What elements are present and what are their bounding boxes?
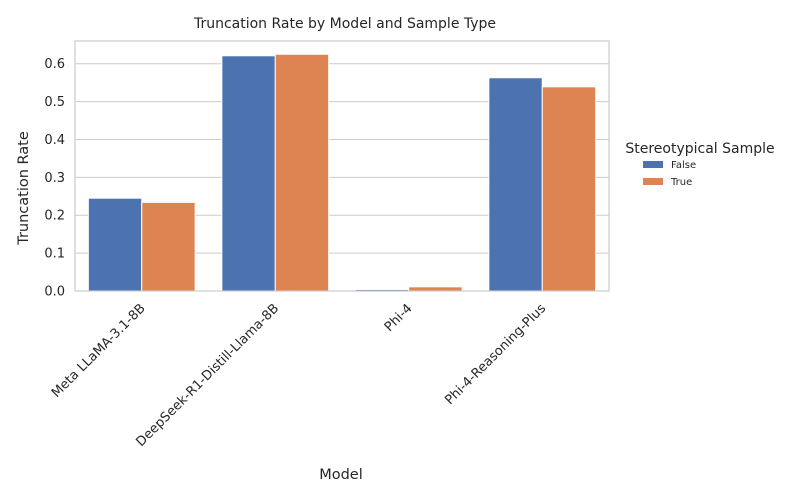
y-tick-label: 0.6 — [44, 57, 65, 72]
y-tick-label: 0.2 — [44, 209, 65, 224]
y-axis-label: Truncation Rate — [16, 131, 32, 246]
bar-false-0 — [87, 197, 143, 292]
y-tick-label: 0.1 — [44, 247, 65, 262]
chart-title: Truncation Rate by Model and Sample Type — [193, 16, 496, 32]
legend: Stereotypical Sample False True — [625, 141, 774, 188]
legend-label-false: False — [671, 160, 696, 171]
y-tick-label: 0.4 — [44, 133, 65, 148]
bar-true-0 — [141, 201, 196, 292]
bar-true-1 — [274, 53, 330, 292]
y-tick-label: 0.0 — [44, 285, 65, 300]
bar-true-3 — [541, 86, 597, 292]
x-axis-label: Model — [319, 467, 363, 483]
y-tick-label: 0.3 — [44, 171, 65, 186]
bar-false-3 — [488, 77, 543, 292]
bar-false-1 — [221, 55, 276, 292]
plot-frame — [74, 40, 610, 292]
legend-title: Stereotypical Sample — [625, 141, 774, 157]
bar-true-2 — [408, 286, 463, 292]
y-tick-label: 0.5 — [44, 95, 65, 110]
legend-label-true: True — [670, 177, 692, 188]
bars — [87, 53, 597, 292]
legend-swatch-false — [643, 161, 663, 168]
legend-swatch-true — [643, 178, 663, 185]
